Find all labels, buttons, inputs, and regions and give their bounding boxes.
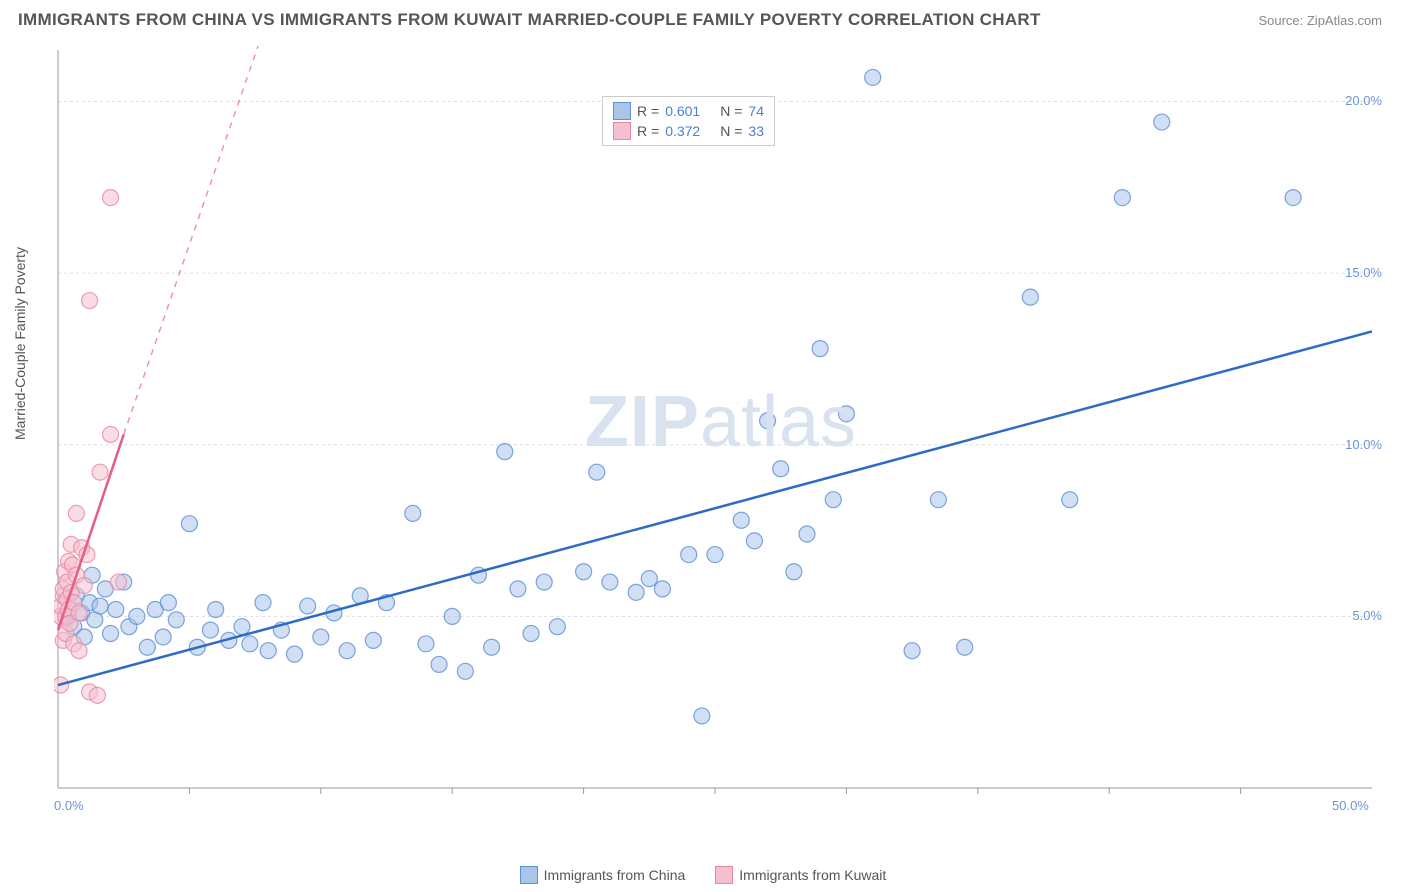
y-tick-label: 15.0% [1345, 265, 1382, 280]
scatter-chart [54, 46, 1388, 806]
legend-label: Immigrants from China [544, 867, 686, 883]
r-label: R = [637, 123, 659, 139]
legend-row-kuwait: R = 0.372 N = 33 [613, 121, 764, 141]
y-tick-label: 10.0% [1345, 437, 1382, 452]
r-label: R = [637, 103, 659, 119]
n-value: 74 [748, 103, 764, 119]
legend-label: Immigrants from Kuwait [739, 867, 886, 883]
r-value: 0.601 [665, 103, 700, 119]
legend-item-china: Immigrants from China [520, 866, 686, 884]
legend-swatch-kuwait [715, 866, 733, 884]
source-attribution: Source: ZipAtlas.com [1258, 13, 1382, 28]
legend-item-kuwait: Immigrants from Kuwait [715, 866, 886, 884]
y-tick-label: 20.0% [1345, 93, 1382, 108]
legend-swatch-china [520, 866, 538, 884]
x-tick-label: 0.0% [54, 798, 84, 813]
series-legend: Immigrants from China Immigrants from Kuw… [0, 866, 1406, 892]
n-label: N = [720, 103, 742, 119]
chart-area: ZIPatlas R =0.601N =74R =0.372N =33 5.0%… [54, 46, 1388, 830]
correlation-legend: R = 0.601 N = 74 R = 0.372 N = 33 [602, 96, 775, 146]
x-tick-label: 50.0% [1332, 798, 1369, 813]
chart-title: IMMIGRANTS FROM CHINA VS IMMIGRANTS FROM… [18, 10, 1041, 30]
y-axis-label: Married-Couple Family Poverty [12, 247, 28, 440]
n-label: N = [720, 123, 742, 139]
r-value: 0.372 [665, 123, 700, 139]
chart-header: IMMIGRANTS FROM CHINA VS IMMIGRANTS FROM… [0, 0, 1406, 36]
legend-row-china: R = 0.601 N = 74 [613, 101, 764, 121]
legend-swatch-china [613, 102, 631, 120]
n-value: 33 [748, 123, 764, 139]
y-tick-label: 5.0% [1352, 608, 1382, 623]
legend-swatch-kuwait [613, 122, 631, 140]
